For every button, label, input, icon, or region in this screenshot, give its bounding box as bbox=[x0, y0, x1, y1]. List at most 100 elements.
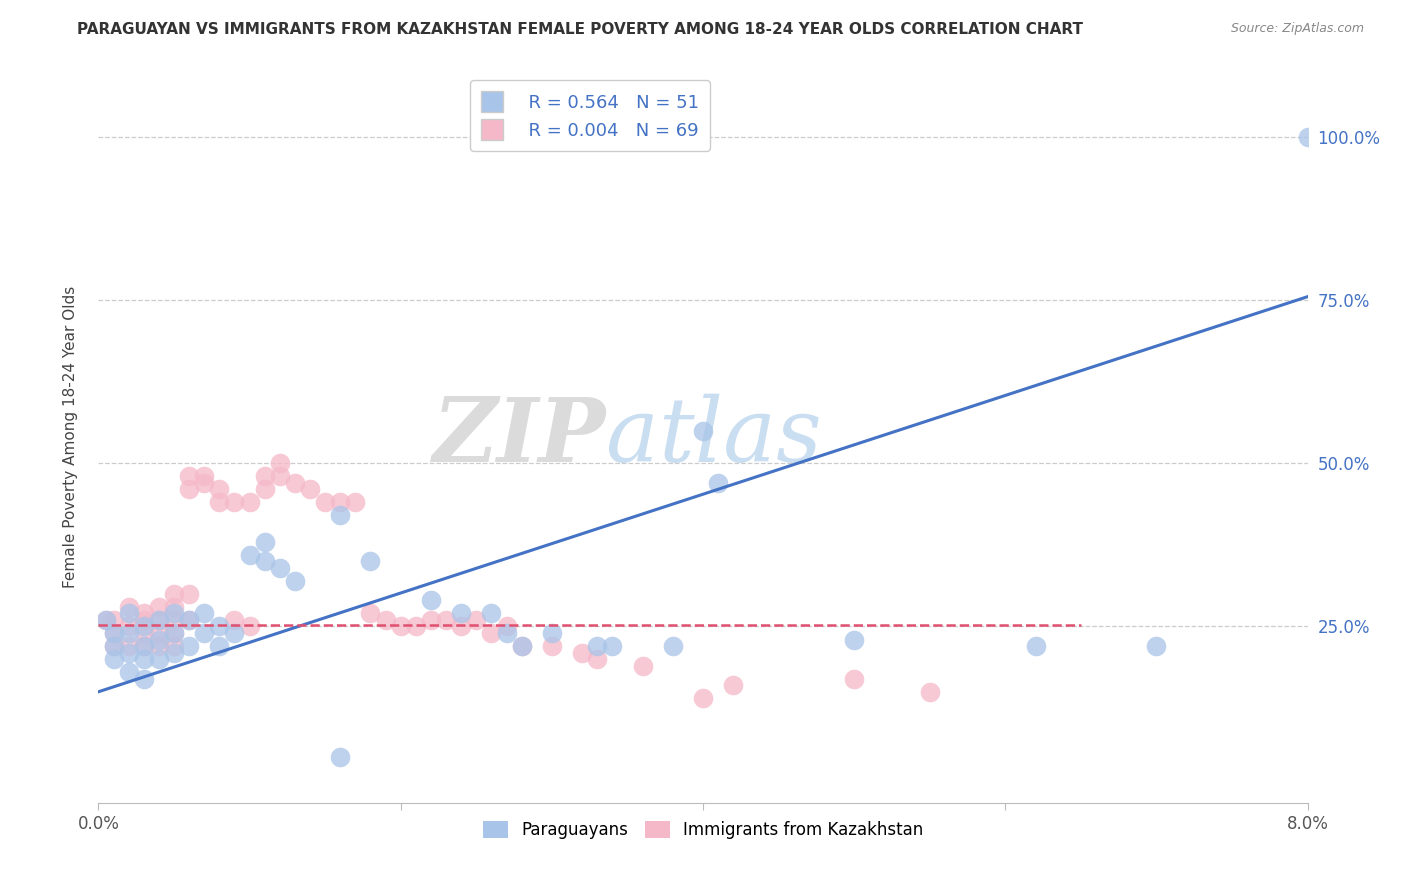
Point bbox=[224, 613, 246, 627]
Point bbox=[586, 652, 609, 666]
Point bbox=[163, 626, 186, 640]
Point bbox=[179, 639, 201, 653]
Point bbox=[94, 613, 117, 627]
Point bbox=[239, 619, 262, 633]
Point bbox=[253, 483, 276, 497]
Point bbox=[224, 626, 246, 640]
Point bbox=[148, 626, 170, 640]
Point bbox=[118, 626, 141, 640]
Point bbox=[148, 639, 170, 653]
Point bbox=[389, 619, 412, 633]
Point bbox=[918, 685, 941, 699]
Point bbox=[163, 626, 186, 640]
Point bbox=[420, 593, 443, 607]
Point bbox=[723, 678, 745, 692]
Point bbox=[179, 587, 201, 601]
Point bbox=[844, 672, 866, 686]
Point bbox=[132, 652, 155, 666]
Point bbox=[132, 639, 155, 653]
Point bbox=[510, 639, 533, 653]
Point bbox=[103, 626, 125, 640]
Point bbox=[132, 619, 155, 633]
Point bbox=[602, 639, 624, 653]
Point bbox=[253, 469, 276, 483]
Point bbox=[329, 750, 352, 764]
Point bbox=[405, 619, 427, 633]
Point bbox=[132, 672, 155, 686]
Point bbox=[450, 619, 472, 633]
Point bbox=[132, 639, 155, 653]
Point bbox=[163, 646, 186, 660]
Point bbox=[586, 639, 609, 653]
Point bbox=[148, 599, 170, 614]
Point bbox=[481, 607, 503, 621]
Point bbox=[844, 632, 866, 647]
Point bbox=[420, 613, 443, 627]
Point bbox=[1025, 639, 1047, 653]
Point bbox=[510, 639, 533, 653]
Point bbox=[329, 495, 352, 509]
Point bbox=[224, 495, 246, 509]
Point bbox=[495, 619, 517, 633]
Point bbox=[299, 483, 322, 497]
Point bbox=[148, 613, 170, 627]
Point bbox=[239, 495, 262, 509]
Point bbox=[344, 495, 367, 509]
Legend: Paraguayans, Immigrants from Kazakhstan: Paraguayans, Immigrants from Kazakhstan bbox=[477, 814, 929, 846]
Point bbox=[118, 607, 141, 621]
Point bbox=[1296, 129, 1319, 144]
Point bbox=[132, 613, 155, 627]
Point bbox=[163, 607, 186, 621]
Point bbox=[103, 639, 125, 653]
Point bbox=[193, 469, 215, 483]
Point bbox=[118, 646, 141, 660]
Point bbox=[208, 483, 231, 497]
Text: PARAGUAYAN VS IMMIGRANTS FROM KAZAKHSTAN FEMALE POVERTY AMONG 18-24 YEAR OLDS CO: PARAGUAYAN VS IMMIGRANTS FROM KAZAKHSTAN… bbox=[77, 22, 1084, 37]
Point bbox=[692, 424, 714, 438]
Text: ZIP: ZIP bbox=[433, 394, 606, 480]
Point bbox=[118, 619, 141, 633]
Point bbox=[269, 456, 291, 470]
Point bbox=[284, 475, 307, 490]
Point bbox=[360, 607, 382, 621]
Point bbox=[163, 639, 186, 653]
Point bbox=[179, 613, 201, 627]
Point bbox=[179, 483, 201, 497]
Point bbox=[253, 534, 276, 549]
Point bbox=[481, 626, 503, 640]
Point bbox=[284, 574, 307, 588]
Point bbox=[103, 613, 125, 627]
Point bbox=[163, 613, 186, 627]
Point bbox=[103, 639, 125, 653]
Point bbox=[208, 639, 231, 653]
Point bbox=[103, 626, 125, 640]
Point bbox=[269, 469, 291, 483]
Point bbox=[707, 475, 730, 490]
Point bbox=[661, 639, 683, 653]
Point bbox=[374, 613, 396, 627]
Point bbox=[253, 554, 276, 568]
Point bbox=[450, 607, 472, 621]
Point bbox=[132, 607, 155, 621]
Point bbox=[132, 626, 155, 640]
Point bbox=[631, 658, 654, 673]
Point bbox=[193, 607, 215, 621]
Point bbox=[148, 613, 170, 627]
Point bbox=[1146, 639, 1168, 653]
Point bbox=[208, 619, 231, 633]
Point bbox=[193, 475, 215, 490]
Point bbox=[314, 495, 336, 509]
Point bbox=[163, 587, 186, 601]
Point bbox=[239, 548, 262, 562]
Point bbox=[692, 691, 714, 706]
Point bbox=[571, 646, 593, 660]
Point bbox=[118, 665, 141, 680]
Point bbox=[118, 639, 141, 653]
Point bbox=[148, 652, 170, 666]
Text: atlas: atlas bbox=[606, 393, 823, 481]
Point bbox=[193, 626, 215, 640]
Point bbox=[360, 554, 382, 568]
Point bbox=[148, 632, 170, 647]
Point bbox=[94, 613, 117, 627]
Point bbox=[163, 599, 186, 614]
